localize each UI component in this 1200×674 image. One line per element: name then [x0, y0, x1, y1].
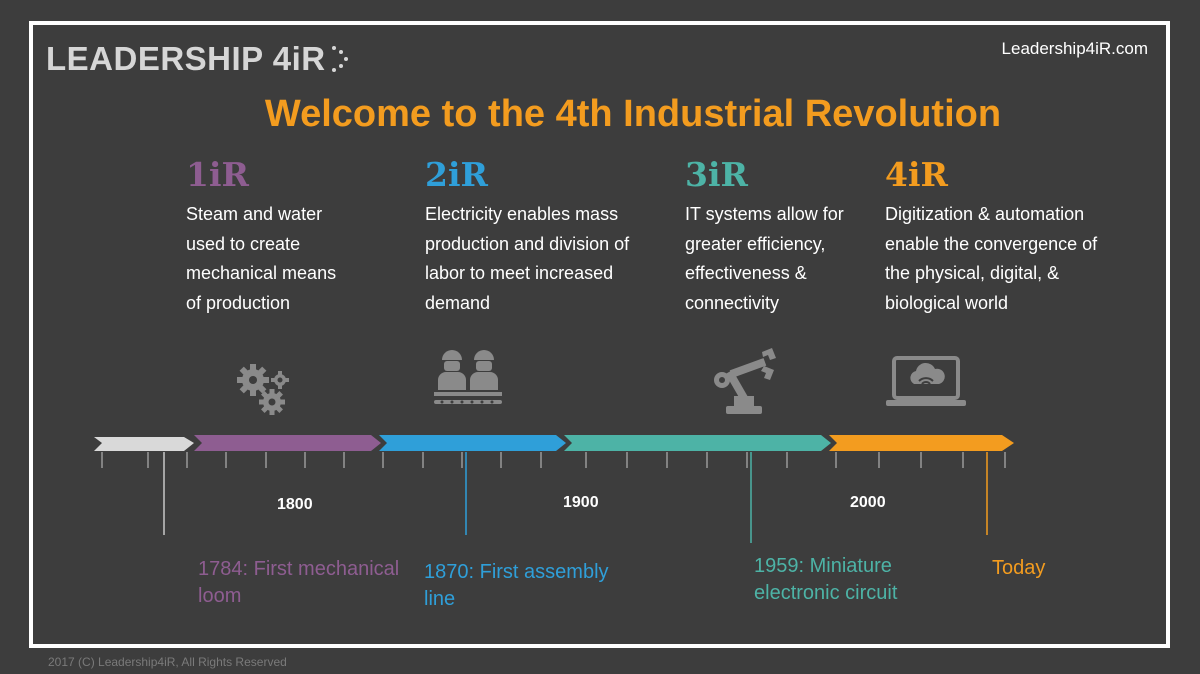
era-1ir: 1iR Steam and water used to create mecha… — [186, 155, 436, 318]
year-label-2000: 2000 — [850, 494, 886, 511]
timeline-segment — [379, 435, 566, 451]
page-title: Welcome to the 4th Industrial Revolution — [264, 93, 1002, 135]
laptop-cloud-icon — [886, 356, 966, 406]
event-1784: 1784: First mechanical loom — [198, 558, 400, 607]
event-1870: 1870: First assembly line — [424, 561, 609, 610]
timeline-segment — [829, 435, 1014, 451]
era-description: Electricity enables mass production and … — [425, 204, 630, 313]
sparkle-dots-icon — [331, 46, 348, 72]
slide-frame — [29, 21, 1170, 648]
year-label-1900: 1900 — [563, 494, 599, 511]
event-1959: 1959: Miniature electronic circuit — [754, 555, 898, 604]
era-label: 2iR — [425, 155, 488, 194]
copyright-text: 2017 (C) Leadership4iR, All Rights Reser… — [48, 655, 287, 669]
era-4ir: 4iR Digitization & automation enable the… — [885, 155, 1135, 318]
brand-logo: LEADERSHIP 4iR — [46, 40, 352, 78]
year-label-1800: 1800 — [277, 496, 313, 513]
timeline-segment — [194, 435, 381, 451]
era-label: 1iR — [186, 155, 249, 194]
era-description: IT systems allow for greater efficiency,… — [685, 204, 844, 313]
era-description: Digitization & automation enable the con… — [885, 204, 1098, 313]
era-label: 3iR — [685, 155, 748, 194]
gears-icon — [237, 364, 289, 415]
site-url[interactable]: Leadership4iR.com — [1001, 39, 1148, 58]
logo-text: LEADERSHIP 4iR — [46, 40, 326, 77]
era-3ir: 3iR IT systems allow for greater efficie… — [685, 155, 935, 318]
assembly-workers-icon — [434, 350, 502, 404]
robot-arm-icon — [714, 348, 776, 414]
event-today: Today — [992, 557, 1046, 579]
timeline-ticks — [101, 452, 1006, 468]
timeline-segment — [94, 437, 194, 451]
era-label: 4iR — [885, 155, 948, 194]
era-description: Steam and water used to create mechanica… — [186, 204, 337, 313]
era-2ir: 2iR Electricity enables mass production … — [425, 155, 675, 318]
timeline-segment — [564, 435, 831, 451]
